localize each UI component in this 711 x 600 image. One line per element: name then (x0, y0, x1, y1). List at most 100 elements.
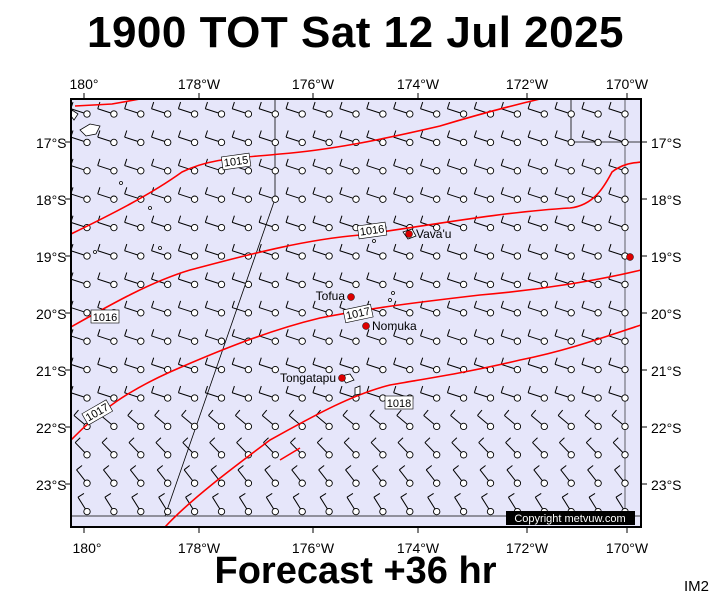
wind-barb (177, 357, 199, 374)
wind-barb (312, 243, 333, 260)
island (158, 246, 162, 250)
wind-barb (258, 300, 279, 317)
wind-barb (500, 158, 522, 175)
y-tick-left: 22°S (36, 420, 67, 436)
wind-barb (261, 409, 279, 431)
wind-barb (425, 465, 441, 487)
wind-barb (97, 329, 118, 345)
svg-text:1016: 1016 (359, 223, 385, 238)
wind-barb (258, 101, 279, 118)
wind-barb (285, 357, 306, 374)
wind-barb (608, 101, 629, 118)
wind-barb (393, 101, 414, 118)
wind-barb (151, 101, 172, 118)
wind-barb (285, 187, 306, 203)
wind-barb (420, 187, 441, 203)
forecast-title: 1900 TOT Sat 12 Jul 2025 (86, 8, 625, 57)
wind-barb (312, 357, 333, 374)
wind-barb (554, 158, 575, 175)
wind-barb (124, 158, 145, 175)
wind-barb (339, 243, 360, 260)
wind-barb (527, 243, 548, 260)
wind-barb (500, 329, 522, 345)
wind-barb (124, 272, 145, 289)
wind-barb (608, 385, 629, 402)
wind-barb (554, 101, 575, 118)
x-tick-top: 176°W (292, 76, 335, 92)
wind-barb (151, 243, 172, 260)
wind-barb (473, 215, 495, 232)
y-tick-right: 21°S (651, 363, 682, 379)
wind-barb (258, 329, 279, 345)
wind-barb (97, 385, 118, 402)
wind-barb (312, 272, 333, 289)
wind-barb (500, 243, 522, 260)
wind-barb (446, 329, 468, 345)
wind-barb (554, 385, 575, 402)
wind-barb (339, 101, 360, 118)
wind-barb (503, 409, 522, 431)
wind-barb (473, 385, 495, 402)
wind-barb (393, 243, 414, 260)
wind-barb (527, 329, 548, 345)
wind-barb (177, 187, 199, 203)
wind-barb (339, 158, 360, 175)
wind-barb (127, 409, 145, 431)
wind-barb (97, 187, 118, 203)
wind-barb (285, 101, 306, 118)
wind-barb (527, 158, 548, 175)
wind-barb (369, 409, 387, 431)
wind-barb (285, 158, 306, 175)
wind-barb (366, 243, 387, 260)
x-tick-bottom: 180° (73, 540, 102, 556)
wind-barb (608, 272, 629, 289)
wind-barb (285, 385, 306, 402)
wind-barb (231, 101, 253, 118)
wind-barb (373, 493, 387, 516)
wind-barb (97, 243, 118, 260)
wind-barb (258, 187, 279, 203)
wind-barb (608, 300, 629, 317)
wind-barb (312, 300, 333, 317)
wind-barb (473, 243, 495, 260)
x-tick-top: 174°W (397, 76, 440, 92)
isobar-line (74, 98, 141, 107)
island (388, 298, 392, 302)
svg-text:Nomuka: Nomuka (372, 319, 417, 333)
wind-barb (97, 130, 118, 147)
wind-barb (554, 130, 575, 147)
wind-barb (177, 243, 199, 260)
wind-barb (393, 357, 414, 374)
wind-barb (312, 158, 333, 175)
wind-barb (473, 187, 495, 203)
island (148, 206, 152, 210)
wind-barb (581, 357, 602, 374)
wind-barb (70, 357, 91, 374)
wind-barb (479, 465, 495, 487)
wind-barb (292, 493, 306, 516)
place-marker (626, 253, 634, 261)
wind-barb (124, 385, 145, 402)
wind-barb (530, 409, 548, 431)
wind-barb (346, 493, 360, 516)
wind-barb (559, 437, 575, 459)
wind-barb (500, 101, 522, 118)
wind-barb (612, 437, 629, 459)
x-tick-top: 178°W (178, 76, 221, 92)
wind-barb (231, 357, 253, 374)
isobar-line (164, 324, 642, 528)
wind-barb (158, 493, 172, 516)
wind-barb (581, 329, 602, 345)
wind-barb (237, 465, 253, 487)
wind-barb (181, 409, 199, 431)
svg-text:1016: 1016 (93, 312, 117, 324)
wind-barb (506, 465, 522, 487)
wind-barb (397, 437, 414, 459)
wind-barb (265, 493, 279, 516)
wind-barb (318, 465, 333, 487)
axis-ticks (65, 93, 647, 533)
wind-barb (231, 215, 253, 232)
wind-barb (315, 409, 333, 431)
wind-barb (478, 437, 495, 459)
